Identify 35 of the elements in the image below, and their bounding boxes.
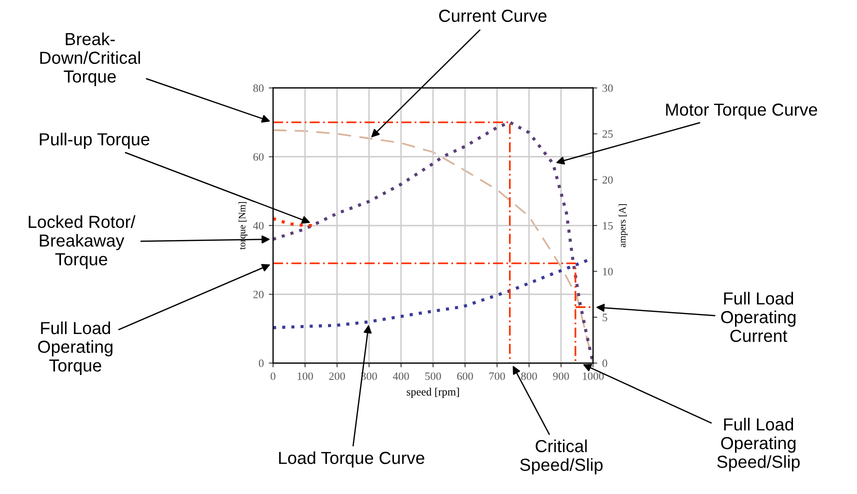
x-tick-label: 400: [392, 372, 409, 380]
y-tick-label: 80: [253, 84, 264, 92]
y2-tick-label: 25: [602, 130, 613, 138]
y-tick-label: 60: [253, 153, 264, 161]
annotation: Pull-up Torque: [40, 132, 150, 149]
x-tick-label: 100: [298, 372, 313, 380]
y2-tick-label: 15: [603, 222, 613, 230]
x-tick-label: 900: [553, 372, 569, 380]
annotation: Full Load Operating Torque: [38, 321, 112, 376]
annotation: Current Curve: [439, 10, 547, 22]
x-tick-label: 500: [425, 372, 441, 380]
x-tick-label: 600: [457, 372, 473, 380]
x-tick-label: 0: [270, 372, 276, 380]
y2-tick-label: 30: [602, 84, 613, 92]
annotation: Break- Down/Critical Torque: [40, 32, 140, 86]
x-axis-title: speed [rpm]: [406, 388, 459, 398]
annotation: Full Load Operating Speed/Slip: [717, 418, 800, 472]
y2-tick-label: 10: [603, 268, 613, 276]
y-axis-title: torque [Nm]: [238, 202, 248, 250]
y-tick-label: 20: [253, 290, 264, 298]
y-tick-label: 0: [258, 360, 264, 368]
y2-tick-label: 5: [602, 314, 608, 322]
y2-tick-label: 20: [602, 176, 613, 184]
annotation: Critical Speed/Slip: [520, 440, 603, 474]
x-tick-label: 700: [489, 372, 505, 380]
x-tick-label: 800: [521, 372, 537, 380]
annotation: Locked Rotor/ Breakaway Torque: [28, 215, 136, 269]
annotation: Motor Torque Curve: [666, 104, 818, 120]
y2-axis-title: ampers [A]: [618, 204, 628, 248]
annotation: Full Load Operating Current: [721, 292, 796, 342]
x-tick-label: 1000: [582, 372, 604, 380]
x-tick-label: 200: [329, 372, 345, 380]
y2-tick-label: 0: [602, 360, 608, 368]
y-tick-label: 40: [253, 222, 264, 230]
annotation: Load Torque Curve: [279, 451, 424, 468]
